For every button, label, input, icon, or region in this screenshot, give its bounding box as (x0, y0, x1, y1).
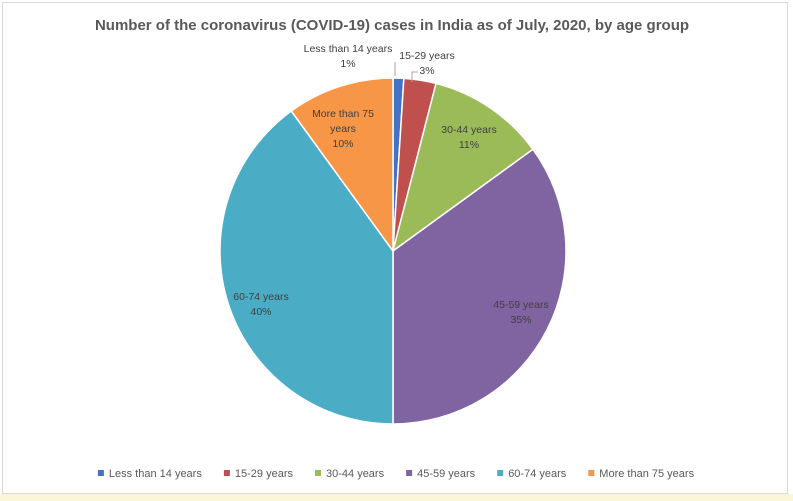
legend-label-45-59-years[interactable]: 45-59 years (417, 468, 476, 480)
leader-line-15-29-years (411, 71, 418, 82)
pie-slice-45-59-years[interactable] (392, 148, 567, 425)
pie-slice-60-74-years[interactable] (219, 109, 394, 425)
legend-swatch-more-than-75-years (588, 470, 595, 476)
legend-label-less-than-14-years[interactable]: Less than 14 years (109, 468, 202, 480)
legend-swatch-30-44-years (315, 470, 321, 476)
legend-swatch-less-than-14-years (97, 470, 104, 476)
data-labels: Less than 14 years 1%15-29 years 3% 30-44 y… (233, 43, 548, 326)
legend-swatch-45-59-years (406, 470, 413, 476)
legend-label-more-than-75-years[interactable]: More than 75 years (599, 468, 694, 480)
pie-slice-more-than-75-years[interactable] (290, 77, 394, 254)
data-label-15-29-years: 15-29 years 3% (399, 50, 454, 77)
pie-slices (219, 77, 567, 425)
legend: Less than 14 years 15-29 years 30-44 years… (97, 468, 695, 480)
legend-label-60-74-years[interactable]: 60-74 years (508, 468, 567, 480)
legend-swatch-15-29-years (223, 470, 230, 476)
data-label-60-74-years: 60-74 years 40% (233, 291, 288, 318)
data-label-30-44-years: 30-44 years 11% (441, 124, 496, 151)
legend-label-15-29-years[interactable]: 15-29 years (235, 468, 294, 480)
data-label-45-59-years: 45-59 years 35% (493, 299, 548, 326)
bottom-strip (0, 494, 793, 501)
data-label-less-than-14-years: Less than 14 years 1% (304, 43, 393, 70)
legend-swatch-60-74-years (497, 470, 504, 476)
leader-lines (394, 62, 418, 82)
legend-label-30-44-years[interactable]: 30-44 years (326, 468, 385, 480)
chart-title: Number of the coronavirus (COVID-19) cas… (95, 17, 689, 34)
data-label-more-than-75-years: More than 75 years 10% (312, 108, 374, 150)
pie-slice-30-44-years[interactable] (391, 82, 535, 253)
